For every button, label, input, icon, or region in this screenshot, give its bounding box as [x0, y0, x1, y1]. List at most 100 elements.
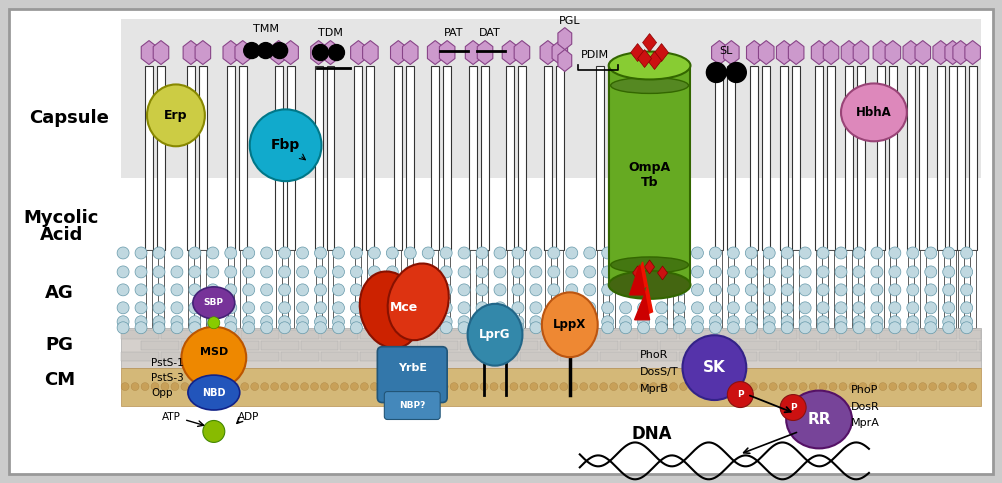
Circle shape [760, 383, 768, 391]
Bar [608, 66, 690, 285]
Circle shape [871, 322, 883, 334]
Circle shape [422, 247, 434, 259]
Circle shape [224, 266, 236, 278]
Polygon shape [223, 41, 238, 65]
Bar [239, 250, 245, 328]
Polygon shape [789, 41, 804, 65]
Bar [400, 352, 438, 361]
Circle shape [153, 284, 165, 296]
Circle shape [369, 322, 381, 334]
Circle shape [969, 383, 977, 391]
Bar [361, 330, 399, 339]
Circle shape [800, 322, 811, 334]
Circle shape [764, 247, 776, 259]
Bar [287, 66, 295, 250]
Circle shape [151, 383, 159, 391]
Circle shape [782, 247, 794, 259]
Bar [440, 330, 478, 339]
Circle shape [570, 383, 578, 391]
Bar [727, 66, 735, 250]
Circle shape [619, 247, 631, 259]
Bar [395, 66, 402, 250]
Circle shape [333, 322, 345, 334]
Bar [226, 66, 234, 250]
Circle shape [206, 266, 218, 278]
Circle shape [800, 266, 811, 278]
Circle shape [387, 266, 399, 278]
Bar [760, 352, 798, 361]
Polygon shape [323, 41, 339, 65]
Circle shape [369, 316, 381, 328]
Bar [161, 352, 198, 361]
Circle shape [727, 302, 739, 314]
Circle shape [512, 322, 524, 334]
Bar [815, 66, 823, 250]
Circle shape [584, 266, 596, 278]
Circle shape [351, 284, 363, 296]
Circle shape [458, 284, 470, 296]
Circle shape [512, 316, 524, 328]
Circle shape [943, 302, 955, 314]
Circle shape [200, 383, 208, 391]
Circle shape [817, 247, 829, 259]
Bar [979, 341, 981, 350]
Bar [919, 352, 957, 361]
Circle shape [706, 62, 726, 83]
Bar [716, 250, 722, 328]
Polygon shape [502, 41, 518, 65]
Circle shape [853, 302, 865, 314]
Bar [121, 330, 159, 339]
Bar [281, 352, 319, 361]
Text: P: P [790, 403, 797, 412]
Polygon shape [654, 43, 668, 61]
Circle shape [655, 322, 667, 334]
Circle shape [153, 247, 165, 259]
Bar [899, 341, 937, 350]
Circle shape [206, 284, 218, 296]
Polygon shape [953, 41, 969, 65]
Circle shape [476, 284, 488, 296]
Circle shape [494, 247, 506, 259]
Circle shape [242, 266, 255, 278]
Bar [540, 341, 578, 350]
Bar [406, 66, 414, 250]
Circle shape [189, 316, 200, 328]
Bar [145, 66, 153, 250]
Polygon shape [711, 41, 727, 65]
Circle shape [729, 383, 737, 391]
Circle shape [440, 322, 452, 334]
Circle shape [430, 383, 438, 391]
Circle shape [673, 247, 685, 259]
Circle shape [135, 266, 147, 278]
Polygon shape [965, 41, 980, 65]
Bar [793, 66, 801, 250]
Bar [557, 250, 563, 328]
Circle shape [800, 302, 811, 314]
Bar [782, 250, 788, 328]
Bar [240, 352, 279, 361]
Circle shape [440, 383, 448, 391]
Bar [920, 250, 926, 328]
Polygon shape [746, 41, 763, 65]
Polygon shape [183, 41, 198, 65]
Circle shape [889, 302, 901, 314]
Bar [321, 352, 359, 361]
Circle shape [919, 383, 927, 391]
Polygon shape [873, 41, 889, 65]
Bar [240, 330, 279, 339]
Circle shape [580, 383, 588, 391]
Circle shape [889, 316, 901, 328]
Circle shape [476, 266, 488, 278]
Circle shape [817, 316, 829, 328]
Text: PGL: PGL [559, 15, 580, 26]
Circle shape [440, 284, 452, 296]
Circle shape [961, 302, 973, 314]
Bar [460, 341, 498, 350]
Circle shape [387, 316, 399, 328]
Circle shape [550, 383, 558, 391]
Circle shape [619, 302, 631, 314]
Circle shape [961, 284, 973, 296]
Ellipse shape [841, 84, 907, 142]
Circle shape [584, 247, 596, 259]
Text: Erp: Erp [164, 109, 187, 122]
